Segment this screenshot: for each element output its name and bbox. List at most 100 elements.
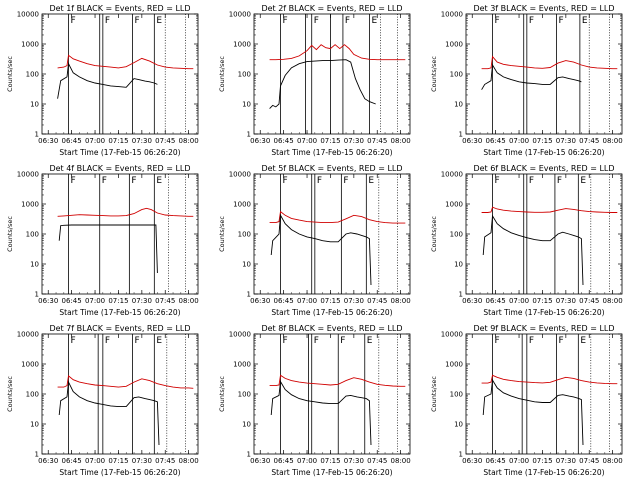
y-axis-label: Counts/sec <box>218 56 226 92</box>
y-axis-label: Counts/sec <box>6 56 14 92</box>
y-tick-label: 1 <box>459 131 463 139</box>
panel-det-3: Det 3f BLACK = Events, RED = LLD Counts/s… <box>430 4 623 157</box>
x-tick-label: 07:45 <box>155 137 175 145</box>
y-tick-label: 10000 <box>441 171 463 179</box>
event-marker-label: F <box>102 176 107 186</box>
x-tick-label: 06:45 <box>486 457 506 465</box>
y-axis-label: Counts/sec <box>218 216 226 252</box>
x-tick-label: 06:30 <box>462 137 482 145</box>
y-tick-label: 1 <box>459 451 463 459</box>
panel-title: Det 4f BLACK = Events, RED = LLD <box>49 164 190 173</box>
x-tick-label: 08:00 <box>391 137 411 145</box>
series-events-black-line <box>481 63 582 90</box>
y-tick-label: 1 <box>35 131 39 139</box>
series-lld-red-line <box>269 210 406 224</box>
y-tick-label: 10000 <box>17 171 39 179</box>
series-lld-red-line <box>481 55 618 70</box>
x-tick-label: 06:45 <box>274 137 294 145</box>
x-axis-label: Start Time (17-Feb-15 06:26:20) <box>59 308 180 317</box>
event-marker-label: F <box>105 336 110 346</box>
x-tick-label: 07:45 <box>579 457 599 465</box>
event-marker-label: F <box>131 176 136 186</box>
x-tick-label: 07:45 <box>155 297 175 305</box>
y-tick-label: 1 <box>35 451 39 459</box>
event-marker-label: E <box>580 176 586 186</box>
panel-det-7: Det 7f BLACK = Events, RED = LLD Counts/s… <box>6 324 199 477</box>
x-tick-label: 08:00 <box>603 297 623 305</box>
panel-title: Det 6f BLACK = Events, RED = LLD <box>473 164 614 173</box>
panel-title: Det 2f BLACK = Events, RED = LLD <box>261 4 402 13</box>
panel-title: Det 9f BLACK = Events, RED = LLD <box>473 324 614 333</box>
x-tick-label: 07:00 <box>509 137 529 145</box>
event-marker-label: F <box>105 16 110 26</box>
event-marker-label: F <box>558 336 563 346</box>
y-tick-label: 100 <box>26 391 39 399</box>
x-tick-label: 07:45 <box>155 457 175 465</box>
y-tick-label: 10000 <box>441 11 463 19</box>
event-marker-label: F <box>283 176 288 186</box>
x-tick-label: 07:15 <box>320 297 340 305</box>
plot-frame <box>41 333 199 455</box>
series-events-black-line <box>270 213 372 286</box>
x-tick-label: 07:30 <box>556 297 576 305</box>
series-lld-red-line <box>269 374 406 387</box>
y-tick-label: 1000 <box>445 201 463 209</box>
event-marker-label: F <box>71 16 76 26</box>
series-events-black-line <box>482 378 584 446</box>
y-tick-label: 10 <box>30 261 39 269</box>
series-events-black-line <box>482 214 584 286</box>
event-marker-label: E <box>371 16 377 26</box>
x-tick-label: 07:30 <box>344 457 364 465</box>
series-events-black-line <box>270 380 372 446</box>
x-axis-label: Start Time (17-Feb-15 06:26:20) <box>59 468 180 477</box>
plot-frame <box>465 13 623 135</box>
x-tick-label: 07:45 <box>367 457 387 465</box>
series-lld-red-line <box>57 207 194 217</box>
event-marker-label: F <box>495 336 500 346</box>
y-tick-label: 1000 <box>21 361 39 369</box>
x-tick-label: 07:30 <box>556 457 576 465</box>
panel-det-6: Det 6f BLACK = Events, RED = LLD Counts/s… <box>430 164 623 317</box>
event-marker-label: F <box>314 16 319 26</box>
x-tick-label: 06:45 <box>62 297 82 305</box>
event-marker-label: F <box>71 336 76 346</box>
y-axis-label: Counts/sec <box>430 56 438 92</box>
x-tick-label: 06:30 <box>38 297 58 305</box>
x-tick-label: 07:15 <box>320 137 340 145</box>
series-events-black-line <box>57 62 158 99</box>
y-tick-label: 1 <box>247 131 251 139</box>
plot-frame <box>41 13 199 135</box>
y-tick-label: 10 <box>30 421 39 429</box>
x-tick-label: 07:30 <box>344 137 364 145</box>
y-tick-label: 100 <box>450 391 463 399</box>
x-tick-label: 06:45 <box>274 297 294 305</box>
y-tick-label: 10 <box>454 421 463 429</box>
x-axis-label: Start Time (17-Feb-15 06:26:20) <box>271 468 392 477</box>
event-marker-label: F <box>314 336 319 346</box>
y-tick-label: 10000 <box>229 331 251 339</box>
x-tick-label: 08:00 <box>603 137 623 145</box>
x-tick-label: 07:15 <box>532 457 552 465</box>
event-marker-label: F <box>529 176 534 186</box>
plot-frame <box>253 173 411 295</box>
y-tick-label: 10 <box>242 421 251 429</box>
y-tick-label: 1000 <box>233 361 251 369</box>
event-marker-label: F <box>343 176 348 186</box>
x-tick-label: 06:30 <box>250 297 270 305</box>
event-marker-label: F <box>495 16 500 26</box>
x-tick-label: 07:15 <box>108 297 128 305</box>
panel-det-5: Det 5f BLACK = Events, RED = LLD Counts/s… <box>218 164 411 317</box>
x-tick-label: 07:30 <box>132 137 152 145</box>
x-axis-label: Start Time (17-Feb-15 06:26:20) <box>271 308 392 317</box>
y-tick-label: 100 <box>450 231 463 239</box>
x-tick-label: 07:00 <box>297 457 317 465</box>
y-tick-label: 10000 <box>229 11 251 19</box>
x-tick-label: 07:30 <box>344 297 364 305</box>
y-tick-label: 100 <box>26 231 39 239</box>
series-lld-red-line <box>57 54 194 70</box>
plot-frame <box>465 333 623 455</box>
x-tick-label: 06:45 <box>486 137 506 145</box>
x-axis-label: Start Time (17-Feb-15 06:26:20) <box>59 148 180 157</box>
x-tick-label: 07:00 <box>85 297 105 305</box>
